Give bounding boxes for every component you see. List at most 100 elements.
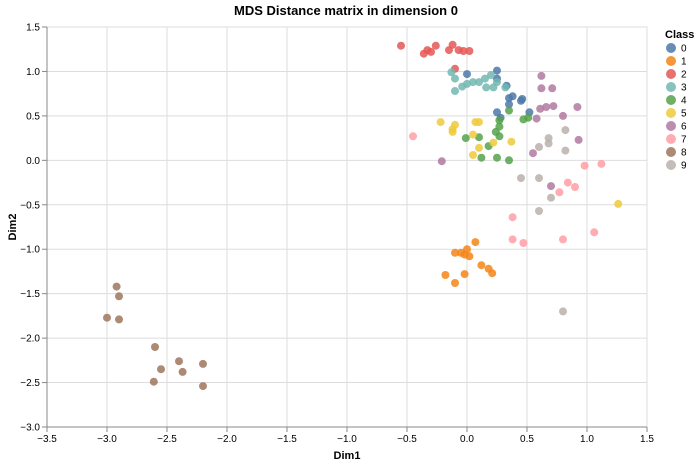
point-class-8	[103, 313, 111, 322]
legend-swatch-1	[666, 56, 676, 66]
point-class-1	[451, 279, 459, 287]
point-class-4	[495, 122, 504, 131]
point-class-6	[542, 103, 551, 111]
legend-label-1: 1	[681, 57, 687, 68]
point-class-7	[508, 213, 517, 222]
point-class-1	[465, 252, 474, 261]
grid	[46, 26, 648, 428]
point-class-7	[571, 183, 579, 191]
point-class-9	[517, 174, 525, 183]
legend-label-0: 0	[681, 44, 687, 55]
y-axis-title: Dim2	[7, 214, 19, 241]
legend-label-9: 9	[681, 161, 687, 172]
point-class-1	[471, 238, 480, 247]
point-class-9	[547, 193, 555, 202]
x-tick-label: −1.5	[277, 434, 297, 445]
point-class-3	[481, 74, 489, 83]
point-class-9	[535, 207, 543, 215]
point-class-7	[508, 235, 517, 244]
x-tick-label: 0.5	[520, 434, 534, 445]
point-class-3	[475, 78, 483, 87]
point-class-4	[475, 133, 483, 142]
point-class-3	[451, 87, 459, 95]
point-class-2	[465, 47, 474, 55]
point-class-6	[548, 84, 557, 93]
point-class-2	[431, 41, 440, 50]
x-tick-label: 1.0	[580, 434, 594, 445]
legend-label-5: 5	[681, 109, 687, 120]
y-tick-label: −1.5	[20, 289, 40, 300]
point-class-1	[477, 261, 486, 270]
x-tick-label: −0.5	[397, 434, 417, 445]
x-tick-label: −2.0	[217, 434, 237, 445]
legend: Class 0 1 2 3 4 5 6 7 8 9	[665, 29, 694, 172]
legend-label-8: 8	[681, 148, 687, 159]
data-points	[103, 40, 623, 391]
point-class-4	[477, 153, 486, 162]
y-tick-label: −3.0	[20, 423, 40, 434]
x-tick-label: 0.0	[460, 434, 474, 445]
point-class-9	[559, 307, 567, 316]
point-class-3	[487, 71, 495, 79]
point-class-6	[573, 103, 582, 111]
legend-label-4: 4	[681, 96, 687, 107]
point-class-3	[489, 83, 498, 92]
x-tick-label: −1.0	[337, 434, 357, 445]
point-class-5	[475, 118, 483, 127]
point-class-8	[115, 315, 123, 324]
point-class-8	[157, 365, 165, 374]
point-class-8	[151, 343, 159, 351]
y-tick-label: 0.5	[26, 111, 40, 122]
point-class-7	[519, 239, 528, 247]
y-tick-label: −2.0	[20, 334, 40, 345]
point-class-4	[495, 116, 504, 125]
point-class-2	[459, 47, 468, 55]
legend-title: Class	[665, 29, 694, 41]
point-class-2	[397, 41, 405, 50]
point-class-3	[501, 83, 510, 92]
x-tick-label: 1.5	[640, 434, 654, 445]
point-class-4	[461, 134, 470, 143]
point-class-3	[451, 74, 459, 83]
point-class-6	[529, 149, 537, 158]
legend-label-2: 2	[681, 70, 687, 81]
point-class-3	[463, 79, 471, 88]
legend-swatch-4	[666, 95, 676, 105]
legend-swatch-6	[666, 121, 676, 131]
point-class-8	[175, 357, 183, 366]
point-class-1	[488, 269, 497, 278]
x-tick-label: −3.0	[97, 434, 117, 445]
point-class-4	[524, 113, 533, 122]
point-class-9	[561, 126, 570, 135]
point-class-5	[448, 125, 457, 134]
legend-label-7: 7	[681, 135, 687, 146]
legend-swatch-8	[666, 147, 676, 157]
point-class-8	[199, 359, 207, 368]
x-tick-label: −3.5	[37, 434, 57, 445]
legend-label-3: 3	[681, 83, 687, 94]
point-class-0	[463, 70, 471, 79]
y-tick-label: −1.0	[20, 245, 40, 256]
point-class-7	[563, 178, 572, 187]
point-class-2	[448, 40, 457, 49]
y-tick-label: −0.5	[20, 200, 40, 211]
x-axis-title: Dim1	[334, 450, 361, 462]
point-class-0	[505, 100, 513, 109]
point-class-8	[149, 377, 158, 386]
point-class-0	[493, 66, 501, 75]
point-class-6	[537, 84, 546, 93]
point-class-4	[493, 153, 501, 162]
point-class-3	[469, 78, 477, 87]
point-class-2	[427, 47, 435, 56]
point-class-6	[549, 102, 558, 111]
y-tick-label: 1.0	[26, 67, 40, 78]
point-class-4	[505, 106, 513, 115]
point-class-3	[482, 83, 491, 92]
point-class-6	[537, 71, 546, 80]
point-class-5	[489, 138, 498, 147]
point-class-6	[536, 104, 545, 113]
y-tick-label: 1.5	[26, 23, 40, 34]
point-class-1	[460, 270, 469, 279]
